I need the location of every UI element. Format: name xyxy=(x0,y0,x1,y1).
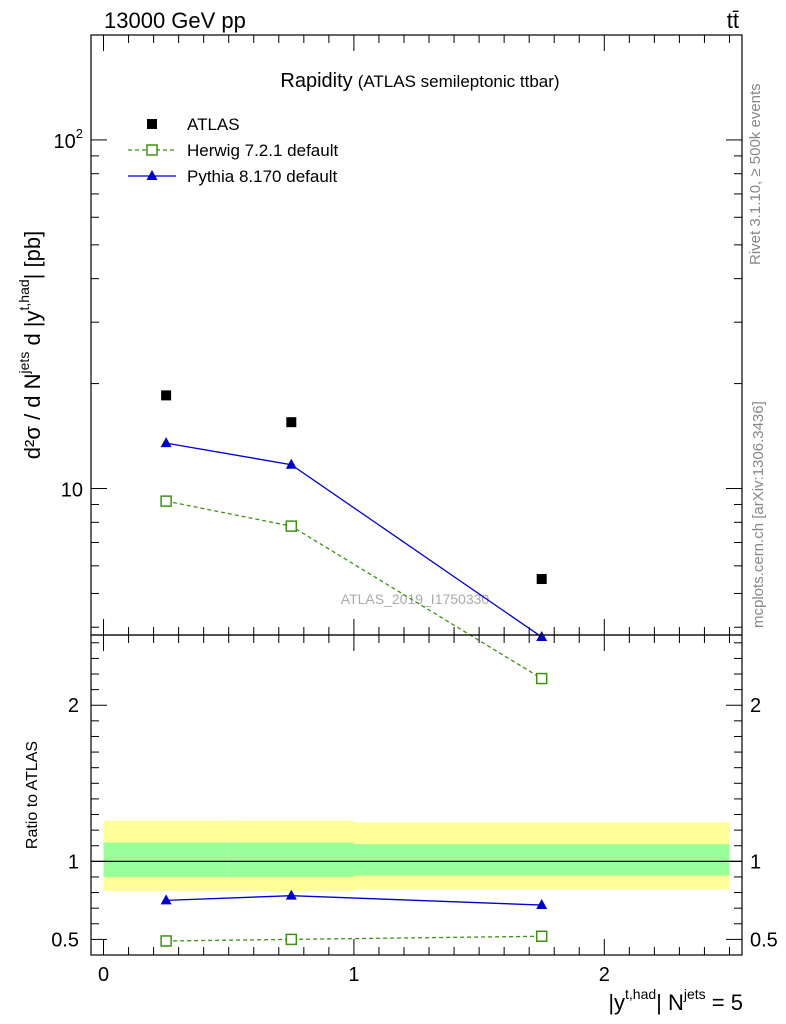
main-point-atlas xyxy=(286,417,297,428)
analysis-label: ATLAS_2019_I1750330 xyxy=(341,591,490,607)
ratio-point-herwig xyxy=(535,930,548,943)
ratio-ytick-label-right: 1 xyxy=(750,851,761,873)
legend: ATLAS Herwig 7.2.1 default Pythia 8.170 de… xyxy=(128,115,338,186)
ratio-ytick-label: 2 xyxy=(68,695,79,717)
main-line-herwig xyxy=(165,500,543,680)
main-point-herwig xyxy=(160,495,172,507)
ratio-point-pythia xyxy=(536,899,548,910)
ratio-point-pythia xyxy=(285,889,297,900)
legend-marker xyxy=(146,170,158,180)
collision-label: 13000 GeV pp xyxy=(104,8,246,33)
ratio-band-stat-1 xyxy=(228,842,354,877)
ratio-xtick-label: 1 xyxy=(348,964,359,986)
ratio-ytick-label: 1 xyxy=(68,851,79,873)
main-point-pythia xyxy=(536,631,548,642)
legend-marker xyxy=(146,144,158,156)
ratio-xtick-label: 2 xyxy=(599,964,610,986)
ratio-band-stat-0 xyxy=(103,842,229,877)
main-point-pythia xyxy=(160,437,172,448)
legend-label: Pythia 8.170 default xyxy=(187,167,338,186)
ratio-band-layer xyxy=(91,820,742,891)
main-point-herwig xyxy=(285,520,298,532)
main-point-atlas xyxy=(161,390,172,401)
ratio-ylabel: Ratio to ATLAS xyxy=(24,741,41,849)
ratio-point-pythia xyxy=(160,894,172,905)
ratio-ytick-label-right: 0.5 xyxy=(750,929,778,951)
rivet-label: Rivet 3.1.10, ≥ 500k events xyxy=(747,83,764,265)
legend-label: Herwig 7.2.1 default xyxy=(187,141,338,160)
ratio-point-herwig xyxy=(285,933,298,946)
xlabel: |yt,had| Njets = 5 xyxy=(608,986,743,1015)
series-layer xyxy=(160,390,548,947)
legend-label: ATLAS xyxy=(187,115,240,134)
ratio-panel-frame xyxy=(90,634,743,956)
ratio-line-pythia xyxy=(166,895,542,906)
legend-marker xyxy=(147,119,157,129)
main-point-atlas xyxy=(536,574,547,585)
ratio-ytick-label-right: 2 xyxy=(750,695,761,717)
mcplots-label: mcplots.cern.ch [arXiv:1306.3436] xyxy=(750,401,767,628)
main-ylabel: d²σ / d Njets d |yt,had| [pb] xyxy=(16,231,45,459)
tick-layer: 10 102 0 1 2 0.5 0.5 1 1 2 2 xyxy=(51,34,778,986)
ratio-band-stat-2 xyxy=(353,844,730,876)
process-label: tt̄ xyxy=(727,8,739,33)
main-point-pythia xyxy=(285,458,297,469)
ratio-point-herwig xyxy=(160,935,172,947)
main-point-herwig xyxy=(535,672,548,685)
plot-title: Rapidity (ATLAS semileptonic ttbar) xyxy=(280,70,559,92)
main-ytick-label: 10 xyxy=(61,480,83,502)
ratio-xtick-label: 0 xyxy=(98,964,109,986)
main-line-pythia xyxy=(166,442,543,638)
ratio-ytick-label: 0.5 xyxy=(51,929,79,951)
main-ytick-label: 102 xyxy=(54,126,83,153)
